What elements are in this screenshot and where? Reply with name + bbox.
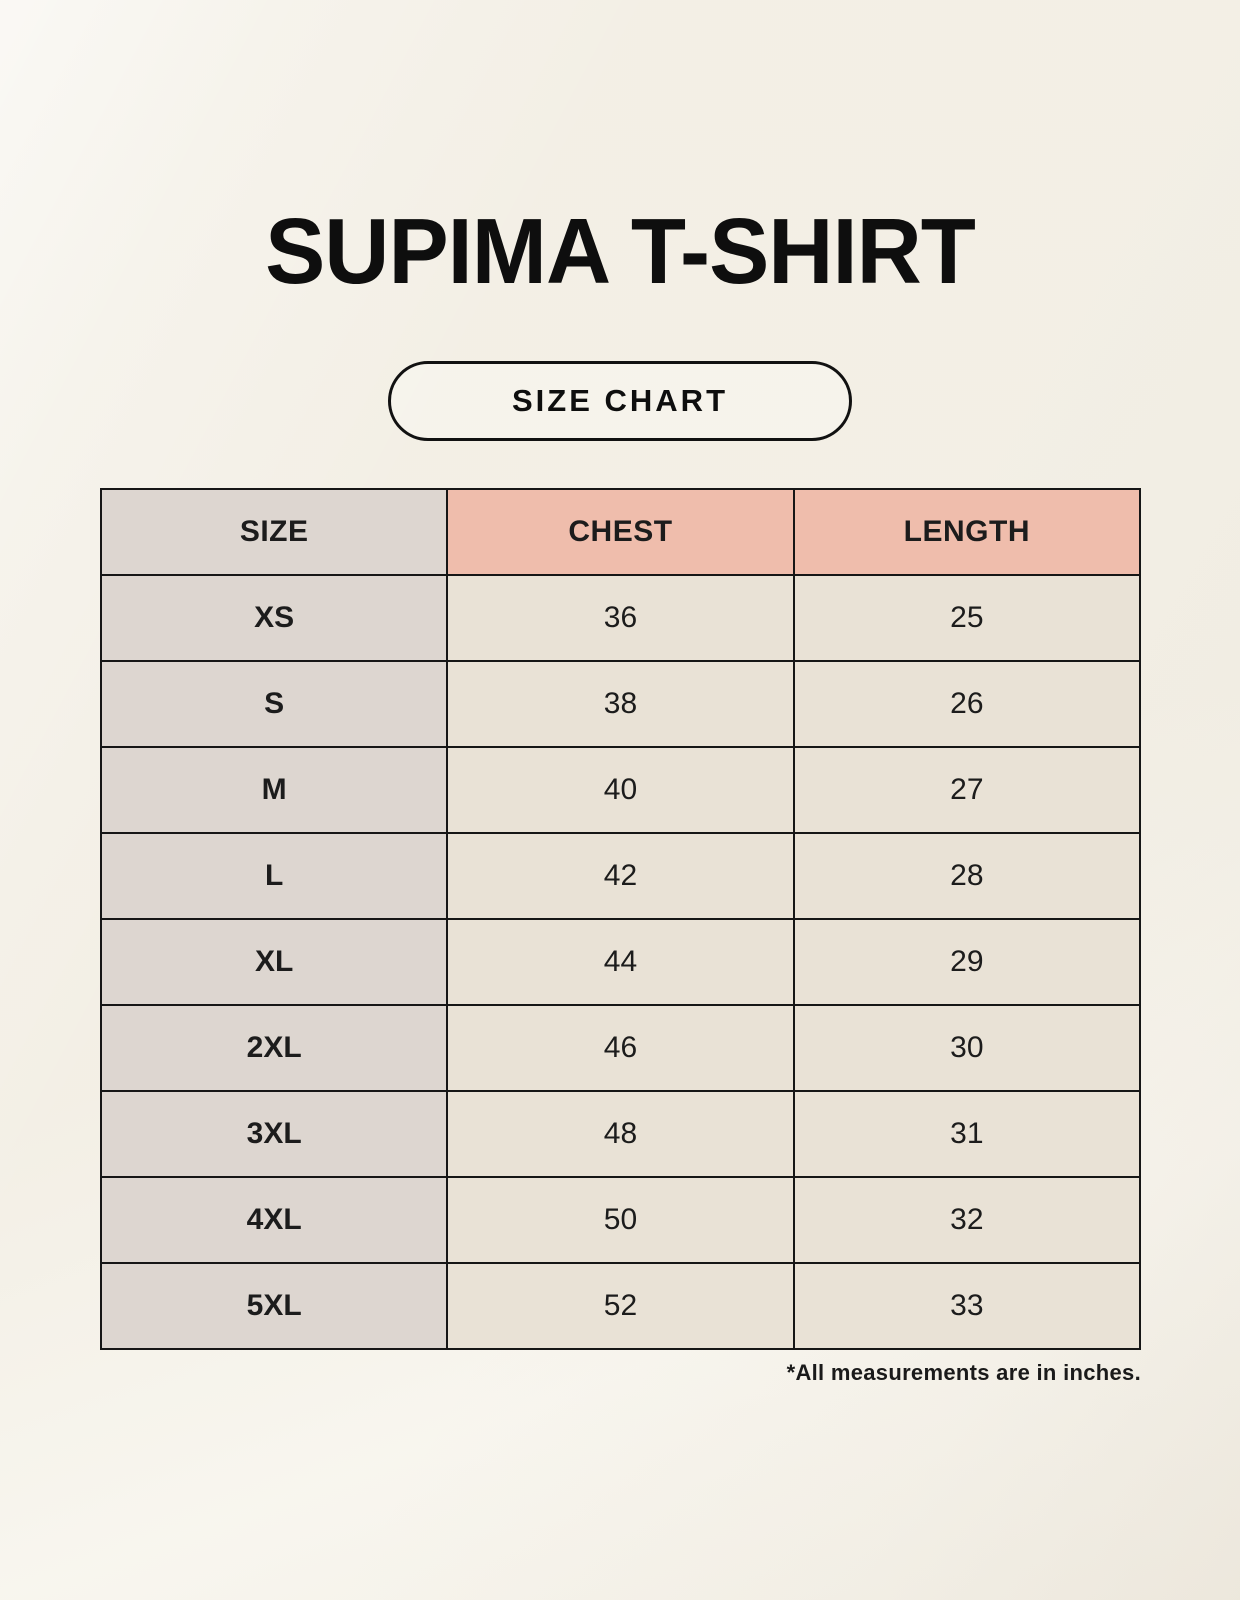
size-table: SIZE CHEST LENGTH XS 36 25 S 38 26 M 40 …: [99, 488, 1142, 1350]
length-value: 33: [792, 1262, 1142, 1350]
length-value: 29: [792, 918, 1142, 1006]
table-row: XS 36 25: [99, 574, 1142, 662]
chest-value: 50: [446, 1176, 795, 1264]
table-row: L 42 28: [99, 832, 1142, 920]
length-value: 30: [792, 1004, 1142, 1092]
length-value: 25: [792, 574, 1142, 662]
length-value: 27: [792, 746, 1142, 834]
table-row: 3XL 48 31: [99, 1090, 1142, 1178]
size-label: S: [99, 660, 449, 748]
length-value: 32: [792, 1176, 1142, 1264]
size-label: 4XL: [99, 1176, 449, 1264]
header-size: SIZE: [99, 488, 449, 576]
size-label: 2XL: [99, 1004, 449, 1092]
chest-value: 48: [446, 1090, 795, 1178]
size-label: 5XL: [99, 1262, 449, 1350]
table-row: 5XL 52 33: [99, 1262, 1142, 1350]
size-chart-button-label: SIZE CHART: [512, 383, 728, 418]
header-chest: CHEST: [446, 488, 795, 576]
header-row: SIZE CHEST LENGTH: [99, 488, 1142, 576]
measurements-footnote: *All measurements are in inches.: [786, 1360, 1141, 1385]
table-row: 2XL 46 30: [99, 1004, 1142, 1092]
chest-value: 40: [446, 746, 795, 834]
size-label: 3XL: [99, 1090, 449, 1178]
size-table-header: SIZE CHEST LENGTH: [99, 488, 1142, 576]
table-row: M 40 27: [99, 746, 1142, 834]
table-row: XL 44 29: [99, 918, 1142, 1006]
table-row: 4XL 50 32: [99, 1176, 1142, 1264]
size-table-body: XS 36 25 S 38 26 M 40 27 L 42 28 XL 44 2…: [99, 574, 1142, 1350]
header-length: LENGTH: [792, 488, 1142, 576]
chest-value: 42: [446, 832, 795, 920]
chest-value: 38: [446, 660, 795, 748]
chest-value: 52: [446, 1262, 795, 1350]
size-label: M: [99, 746, 449, 834]
table-row: S 38 26: [99, 660, 1142, 748]
length-value: 31: [792, 1090, 1142, 1178]
length-value: 28: [792, 832, 1142, 920]
size-label: L: [99, 832, 449, 920]
size-label: XS: [99, 574, 449, 662]
chest-value: 46: [446, 1004, 795, 1092]
chest-value: 44: [446, 918, 795, 1006]
length-value: 26: [792, 660, 1142, 748]
page-title: SUPIMA T-SHIRT: [265, 199, 976, 303]
chest-value: 36: [446, 574, 795, 662]
size-label: XL: [99, 918, 449, 1006]
size-chart-button[interactable]: SIZE CHART: [388, 361, 852, 441]
